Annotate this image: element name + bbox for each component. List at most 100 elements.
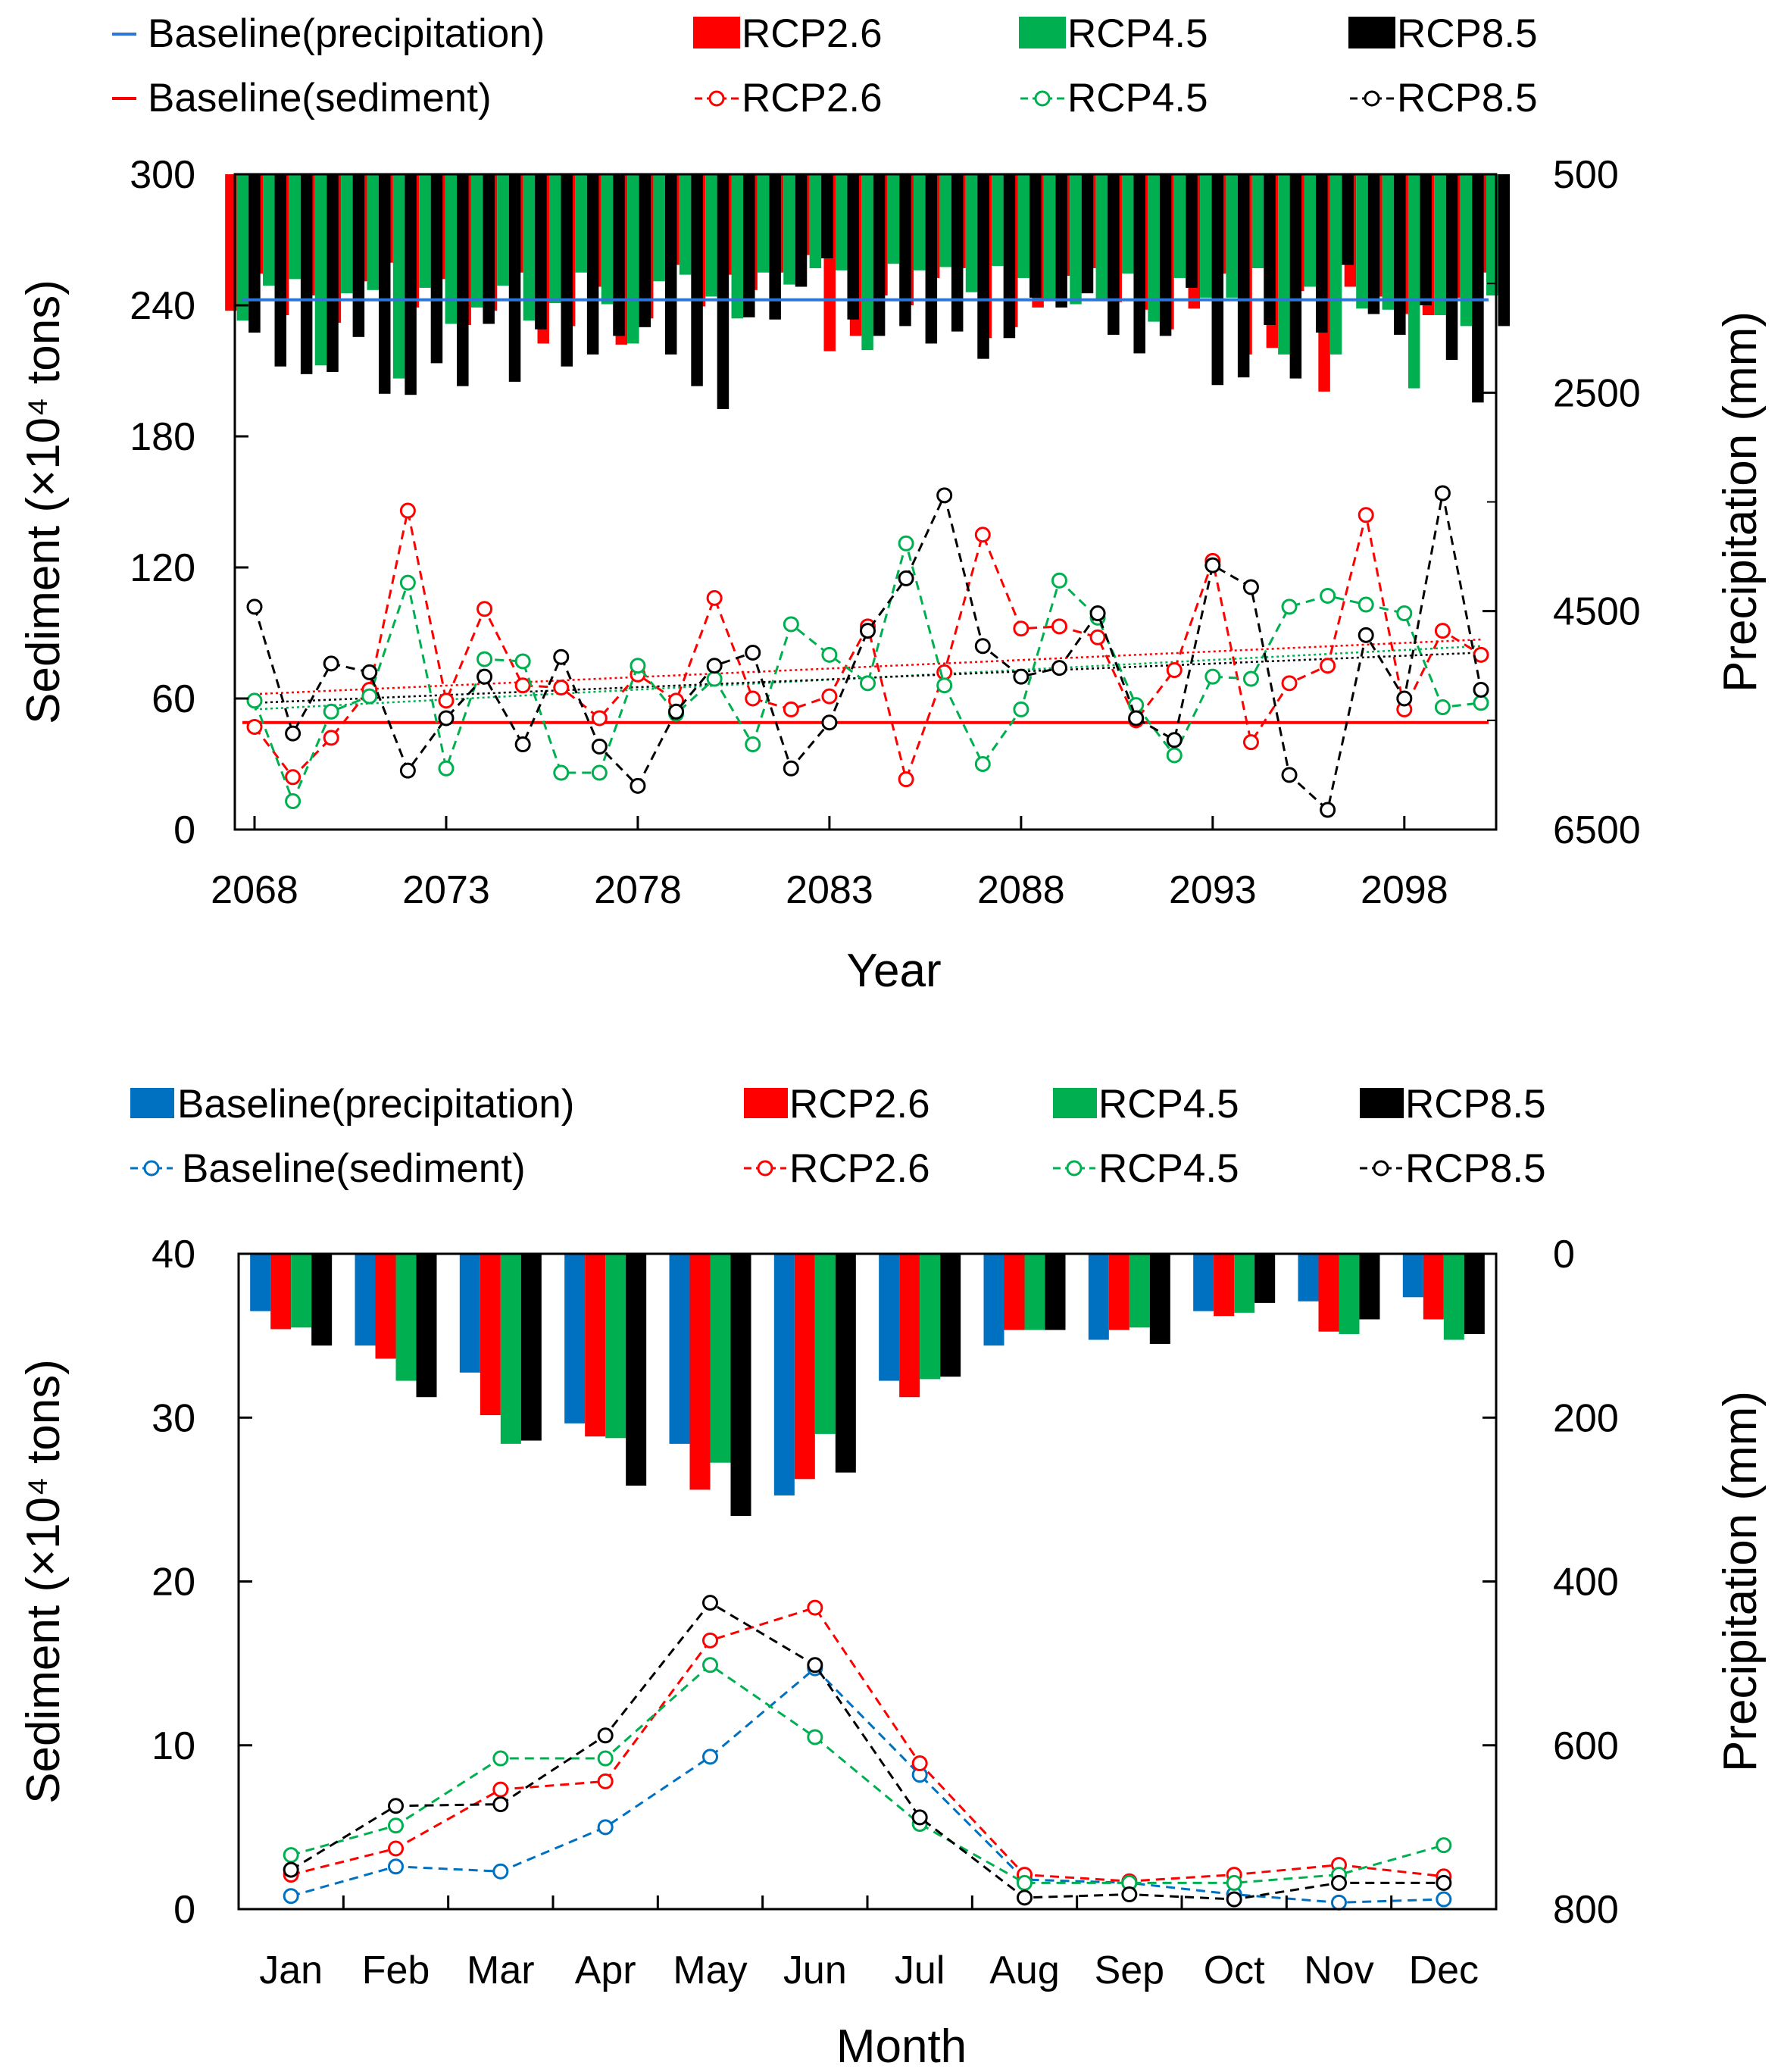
bar-rcp85-6 xyxy=(405,174,417,395)
left-tick-label: 30 xyxy=(152,1396,195,1440)
bar-rcp45-5 xyxy=(367,174,379,290)
sediment-point-rcp26-26 xyxy=(1242,734,1259,751)
left-tick-label: 0 xyxy=(173,1888,195,1932)
bar-rcp85-48 xyxy=(1498,174,1511,327)
bar-rcp85-27 xyxy=(951,174,964,332)
bar-rcp45-20 xyxy=(757,174,770,273)
bar-rcp45-7 xyxy=(419,174,431,288)
bar-rcp45-may xyxy=(710,1254,731,1463)
bar-rcp45-jun xyxy=(814,1254,836,1434)
bar-rcp45-18 xyxy=(705,174,717,297)
sediment-point-rcp85-0 xyxy=(246,598,263,615)
bar-rcp85-39 xyxy=(1264,174,1276,325)
sediment-point-rcp85-26 xyxy=(1242,579,1259,595)
left-tick-label: 300 xyxy=(130,153,195,197)
right-tick-label: 500 xyxy=(1553,153,1619,197)
sediment-point-rcp45-jun xyxy=(807,1729,823,1745)
legend-marker-1 xyxy=(1066,1160,1083,1177)
x-tick-label-aug: Aug xyxy=(989,1949,1060,1992)
legend-bar-swatch-1 xyxy=(1019,17,1066,48)
left-tick-label: 180 xyxy=(130,415,195,459)
sediment-point-baseline-jan xyxy=(283,1888,299,1905)
sediment-point-rcp26-feb xyxy=(388,1840,404,1857)
bar-rcp85-33 xyxy=(1108,174,1120,335)
sediment-point-rcp26-9 xyxy=(591,710,608,727)
bar-rcp85-29 xyxy=(1003,174,1016,339)
bar-rcp45-sep xyxy=(1129,1254,1150,1328)
bar-rcp85-38 xyxy=(1237,174,1250,378)
bar-rcp45-nov xyxy=(1339,1254,1360,1334)
sediment-point-rcp45-12 xyxy=(706,670,723,687)
sediment-point-rcp26-31 xyxy=(1434,623,1451,639)
bar-rcp45-23 xyxy=(835,174,848,270)
bar-rcp45-40 xyxy=(1278,174,1290,355)
bar-rcp45-17 xyxy=(679,174,692,275)
sediment-point-rcp26-28 xyxy=(1320,658,1336,674)
bar-rcp85-36 xyxy=(1186,174,1198,288)
sediment-point-rcp26-24 xyxy=(1166,662,1183,679)
sediment-point-rcp45-apr xyxy=(597,1750,614,1767)
sediment-point-rcp45-7 xyxy=(514,653,531,670)
x-tick-label: 2098 xyxy=(1361,868,1448,912)
x-tick-label-nov: Nov xyxy=(1304,1949,1373,1992)
sediment-point-rcp85-apr xyxy=(597,1727,614,1744)
bar-rcp85-32 xyxy=(1081,174,1094,294)
legend-swatch-baseline-precipitation xyxy=(130,1088,174,1118)
sediment-point-rcp85-17 xyxy=(898,570,914,586)
legend-label-baseline-precipitation: Baseline(precipitation) xyxy=(177,1082,574,1127)
sediment-point-rcp26-27 xyxy=(1281,675,1298,692)
legend-label-baseline-sediment: Baseline(sediment) xyxy=(182,1146,526,1191)
legend-bar-swatch-1 xyxy=(1053,1088,1097,1118)
legend-marker-0 xyxy=(757,1160,773,1177)
sediment-point-rcp85-oct xyxy=(1226,1891,1242,1908)
sediment-point-rcp85-2 xyxy=(323,655,339,672)
bar-rcp85-feb xyxy=(416,1254,437,1398)
bar-rcp45-feb xyxy=(395,1254,417,1381)
sediment-point-rcp26-12 xyxy=(706,589,723,606)
sediment-point-rcp26-2 xyxy=(323,730,339,746)
legend-bar-label-2: RCP8.5 xyxy=(1397,11,1538,56)
sediment-point-rcp85-15 xyxy=(821,714,838,731)
right-tick-label: 600 xyxy=(1553,1724,1619,1768)
bar-rcp85-21 xyxy=(795,174,808,287)
sediment-point-rcp26-13 xyxy=(745,690,761,707)
bar-rcp45-19 xyxy=(731,174,744,319)
bar-rcp45-46 xyxy=(1434,174,1446,315)
sediment-point-rcp85-28 xyxy=(1320,802,1336,818)
bar-rcp85-42 xyxy=(1342,174,1354,265)
bar-rcp45-41 xyxy=(1304,174,1316,287)
bar-rcp45-44 xyxy=(1382,174,1395,310)
bar-rcp85-31 xyxy=(1055,174,1067,308)
bar-rcp45-1 xyxy=(263,174,275,286)
sediment-point-rcp26-1 xyxy=(285,769,301,786)
sediment-point-rcp26-5 xyxy=(438,692,455,709)
bar-rcp45-aug xyxy=(1024,1254,1045,1330)
bar-rcp85-24 xyxy=(873,174,886,336)
sediment-point-rcp85-30 xyxy=(1396,690,1413,707)
sediment-point-rcp85-1 xyxy=(285,725,301,742)
sediment-point-rcp45-21 xyxy=(1051,572,1067,589)
legend-bar-swatch-0 xyxy=(693,17,740,48)
left-tick-label: 240 xyxy=(130,284,195,328)
x-tick-label: 2083 xyxy=(786,868,873,912)
bar-rcp45-45 xyxy=(1408,174,1420,389)
bar-rcp45-10 xyxy=(497,174,509,286)
x-tick-label: 2088 xyxy=(977,868,1065,912)
sediment-point-rcp45-13 xyxy=(745,736,761,753)
left-tick-label: 20 xyxy=(152,1561,195,1605)
left-tick-label: 40 xyxy=(152,1233,195,1277)
sediment-point-rcp45-0 xyxy=(246,692,263,709)
right-tick-label: 800 xyxy=(1553,1888,1619,1932)
sediment-point-rcp26-19 xyxy=(974,527,991,543)
legend-marker-2 xyxy=(1364,90,1380,107)
bar-rcp45-0 xyxy=(236,174,249,321)
bar-rcp26-feb xyxy=(375,1254,396,1359)
x-axis-title: Month xyxy=(836,2020,967,2072)
bar-rcp85-13 xyxy=(586,174,599,355)
bar-rcp45-22 xyxy=(809,174,822,268)
sediment-point-rcp26-18 xyxy=(936,664,953,680)
sediment-point-baseline-apr xyxy=(597,1819,614,1836)
bar-rcp85-18 xyxy=(717,174,730,409)
sediment-point-baseline-mar xyxy=(492,1863,509,1880)
bar-baseline-sep xyxy=(1088,1254,1109,1340)
